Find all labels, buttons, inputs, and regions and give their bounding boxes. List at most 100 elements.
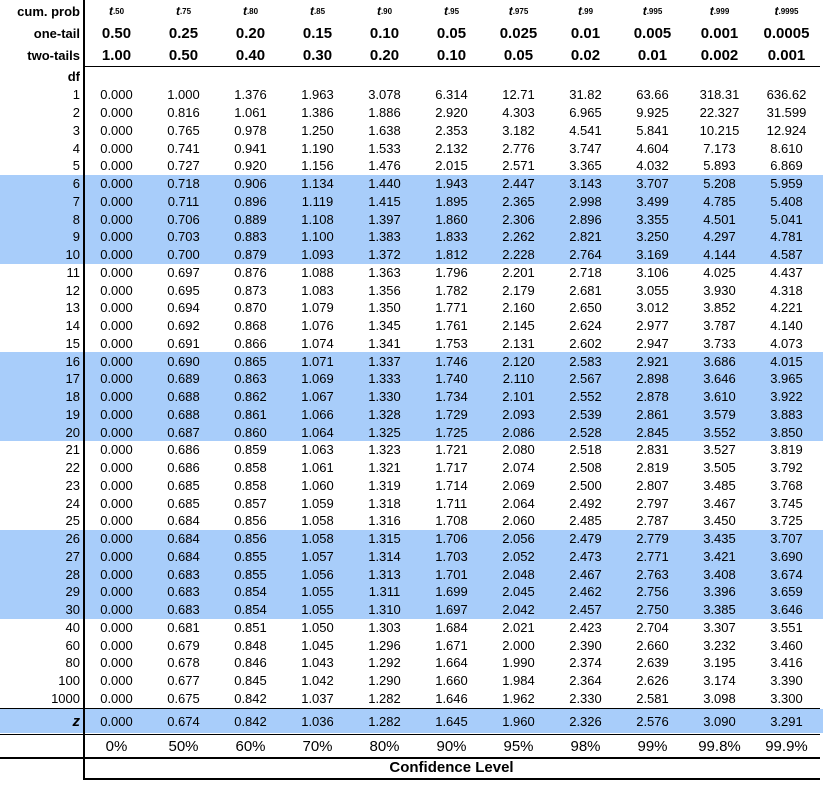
table-cell: 2.787 — [636, 513, 669, 529]
header-value: 0.02 — [570, 46, 601, 64]
table-cell: 2.763 — [636, 566, 669, 582]
table-cell: 3.450 — [703, 513, 736, 529]
table-cell: 1.476 — [368, 158, 401, 174]
table-cell: 0.857 — [234, 495, 267, 511]
table-cell: 1.697 — [435, 602, 468, 618]
table-cell: 0.000 — [100, 300, 133, 316]
table-cell: 1.330 — [368, 389, 401, 405]
table-cell: 1.310 — [368, 602, 401, 618]
table-cell: 2.921 — [636, 353, 669, 369]
symbol: t — [443, 4, 448, 18]
table-cell: 3.922 — [770, 389, 803, 405]
table-cell: 1.316 — [368, 513, 401, 529]
table-cell: 0.896 — [234, 193, 267, 209]
table-cell: 2.831 — [636, 442, 669, 458]
table-cell: 1.701 — [435, 566, 468, 582]
table-cell: 1.796 — [435, 264, 468, 280]
table-cell: 9.925 — [636, 105, 669, 121]
table-cell: 8.610 — [770, 140, 803, 156]
table-cell: 0.920 — [234, 158, 267, 174]
table-cell: 0.000 — [100, 673, 133, 689]
table-cell: 2.120 — [502, 353, 535, 369]
symbol: t — [309, 4, 314, 18]
table-cell: 0.000 — [100, 87, 133, 103]
header-value: 0.30 — [302, 46, 333, 64]
table-cell: 0.685 — [167, 477, 200, 493]
table-cell: 3.355 — [636, 211, 669, 227]
divider — [0, 757, 820, 759]
highlight-band — [0, 709, 823, 734]
symbol: t — [376, 4, 381, 18]
divider — [83, 0, 85, 779]
table-cell: 0.863 — [234, 371, 267, 387]
table-cell: 1.250 — [301, 122, 334, 138]
table-cell: 0.000 — [100, 105, 133, 121]
table-cell: 1.699 — [435, 584, 468, 600]
subscript: .75 — [179, 6, 192, 16]
table-cell: 0.741 — [167, 140, 200, 156]
confidence-cell: 70% — [302, 737, 333, 755]
table-cell: 4.303 — [502, 105, 535, 121]
table-cell: 63.66 — [636, 87, 669, 103]
table-cell: 0.000 — [100, 584, 133, 600]
table-cell: 0.683 — [167, 584, 200, 600]
table-cell: 2.131 — [502, 335, 535, 351]
header-label: one-tail — [33, 25, 80, 41]
table-cell: 2.861 — [636, 406, 669, 422]
table-cell: 0.000 — [100, 619, 133, 635]
table-cell: 0.873 — [234, 282, 267, 298]
table-cell: 3.505 — [703, 460, 736, 476]
df-value: 18 — [65, 389, 80, 405]
table-cell: 2.201 — [502, 264, 535, 280]
table-cell: 0.000 — [100, 602, 133, 618]
table-cell: 0.694 — [167, 300, 200, 316]
table-cell: 3.012 — [636, 300, 669, 316]
highlight-band — [0, 583, 823, 601]
table-cell: 0.861 — [234, 406, 267, 422]
table-cell: 2.479 — [569, 531, 602, 547]
header-symbol: t .75 — [150, 0, 217, 22]
table-cell: 3.055 — [636, 282, 669, 298]
df-value: 10 — [65, 247, 80, 263]
highlight-band — [0, 245, 823, 264]
confidence-label: Confidence Level — [389, 759, 514, 777]
table-cell: 1.337 — [368, 353, 401, 369]
table-cell: 3.930 — [703, 282, 736, 298]
table-cell: 0.688 — [167, 389, 200, 405]
z-cell: 1.036 — [301, 713, 334, 729]
table-cell: 1.066 — [301, 406, 334, 422]
table-cell: 1.746 — [435, 353, 468, 369]
table-cell: 0.854 — [234, 602, 267, 618]
table-cell: 0.865 — [234, 353, 267, 369]
table-cell: 0.687 — [167, 424, 200, 440]
table-cell: 1.074 — [301, 335, 334, 351]
table-cell: 1.812 — [435, 247, 468, 263]
table-cell: 1.296 — [368, 637, 401, 653]
table-cell: 3.098 — [703, 690, 736, 706]
table-cell: 0.000 — [100, 176, 133, 192]
table-cell: 1.076 — [301, 318, 334, 334]
table-cell: 3.707 — [770, 531, 803, 547]
header-value: 0.001 — [767, 46, 806, 64]
table-cell: 1.895 — [435, 193, 468, 209]
table-cell: 3.232 — [703, 637, 736, 653]
header-value: 1.00 — [101, 46, 132, 64]
table-cell: 3.396 — [703, 584, 736, 600]
table-cell: 2.819 — [636, 460, 669, 476]
table-cell: 1.962 — [502, 690, 535, 706]
table-cell: 3.733 — [703, 335, 736, 351]
header-label: cum. prob — [17, 3, 80, 19]
table-cell: 2.353 — [435, 122, 468, 138]
table-cell: 0.691 — [167, 335, 200, 351]
table-cell: 1.064 — [301, 424, 334, 440]
table-cell: 2.423 — [569, 619, 602, 635]
df-value: 26 — [65, 531, 80, 547]
df-value: 1000 — [51, 690, 80, 706]
table-cell: 0.000 — [100, 193, 133, 209]
z-cell: 0.842 — [234, 713, 267, 729]
table-cell: 3.551 — [770, 619, 803, 635]
df-value: 60 — [65, 637, 80, 653]
table-cell: 2.374 — [569, 655, 602, 671]
table-cell: 3.646 — [770, 602, 803, 618]
table-cell: 5.208 — [703, 176, 736, 192]
